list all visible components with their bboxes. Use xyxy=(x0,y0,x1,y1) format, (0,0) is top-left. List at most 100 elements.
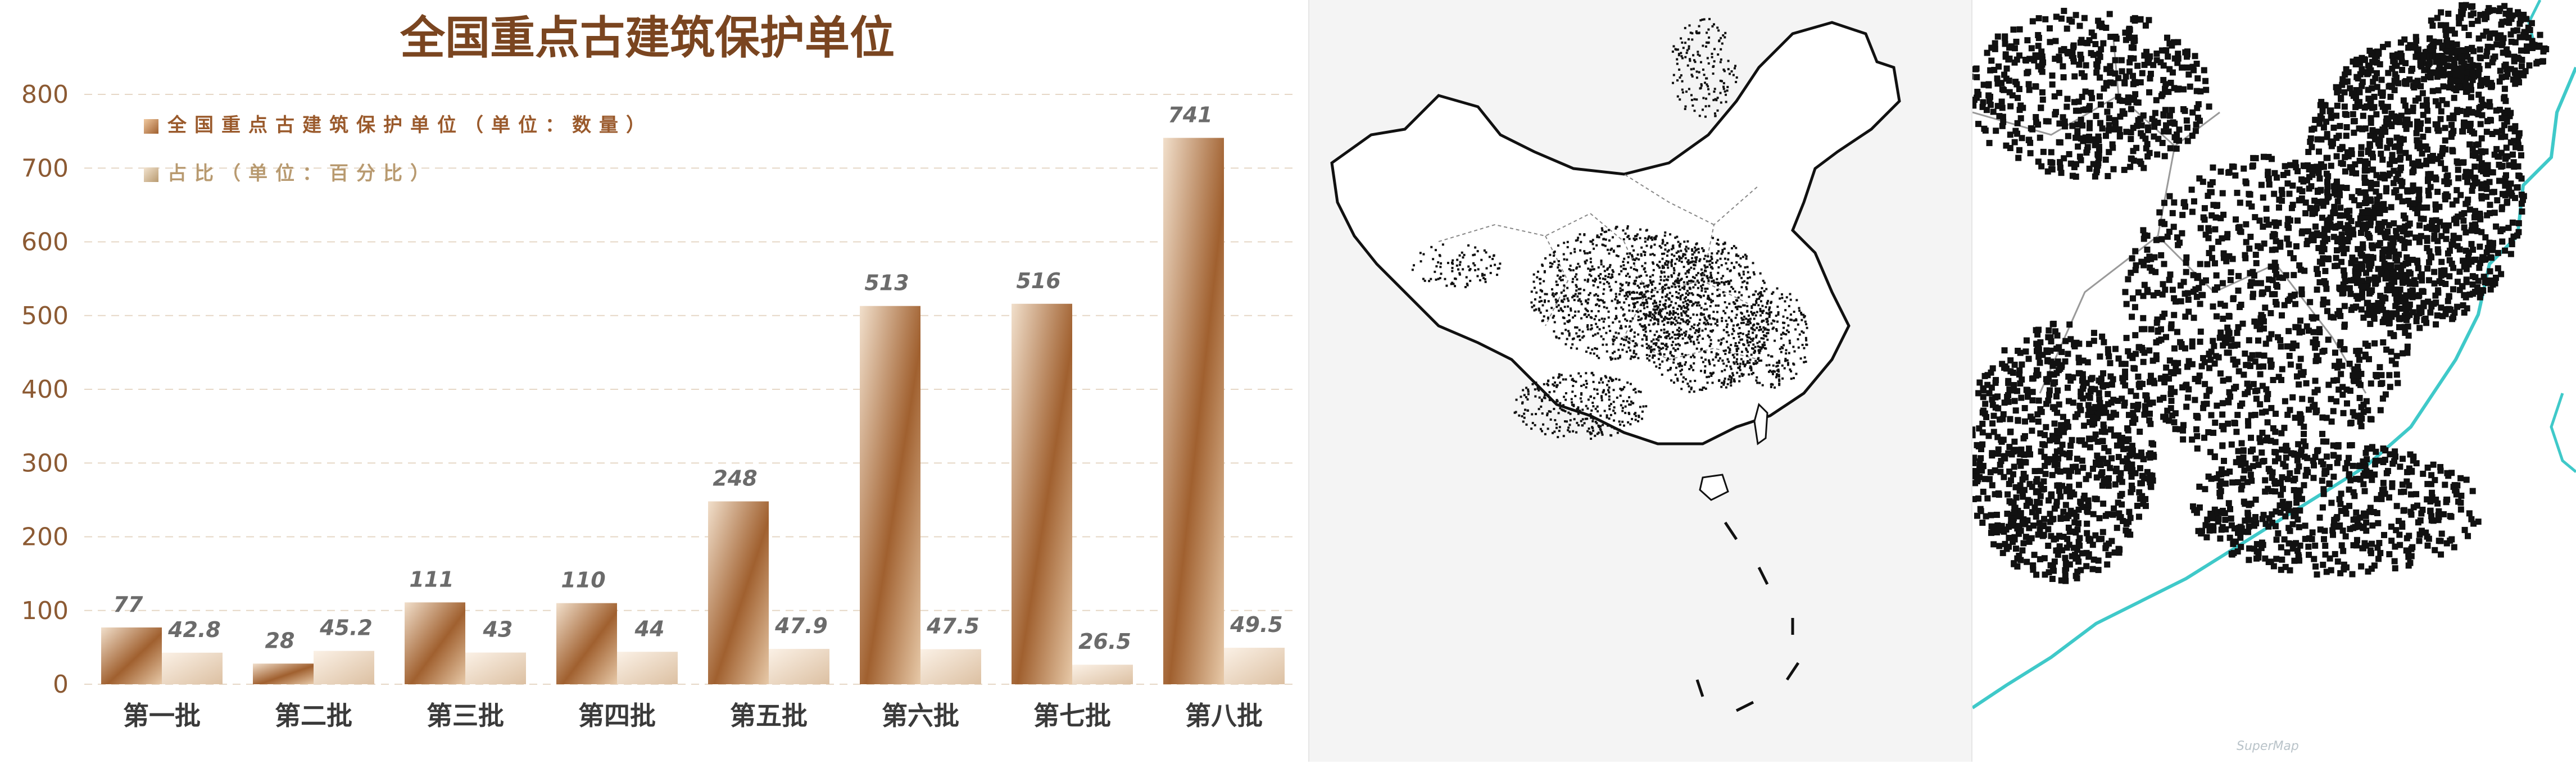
site-dot xyxy=(2024,503,2030,509)
site-dot xyxy=(1689,380,1691,383)
site-dot xyxy=(2002,41,2008,47)
site-dot xyxy=(2022,405,2028,411)
site-dot xyxy=(1716,321,1718,323)
site-dot xyxy=(1755,302,1757,304)
site-dot xyxy=(1671,265,1673,267)
site-dot xyxy=(1617,255,1620,257)
site-dot xyxy=(1598,305,1600,307)
site-dot xyxy=(1594,435,1596,437)
site-dot xyxy=(1586,407,1589,410)
site-dot xyxy=(1608,386,1611,389)
site-dot xyxy=(1707,57,1709,59)
site-dot xyxy=(1539,301,1541,303)
site-dot xyxy=(1685,300,1687,302)
site-dot xyxy=(1635,276,1638,279)
site-dot xyxy=(2026,81,2032,87)
site-dot xyxy=(1714,88,1716,90)
site-dot xyxy=(2037,360,2043,366)
site-dot xyxy=(1564,378,1567,380)
site-dot xyxy=(1606,415,1608,417)
site-dot xyxy=(2002,347,2008,353)
site-dot xyxy=(1988,370,1994,376)
site-dot xyxy=(1675,279,1677,281)
site-dot xyxy=(1638,415,1640,417)
site-dot xyxy=(2049,516,2055,522)
site-dot xyxy=(1760,337,1762,339)
site-dot xyxy=(2196,101,2202,107)
site-dot xyxy=(1598,357,1600,359)
site-dot xyxy=(1635,238,1638,240)
site-dot xyxy=(1707,280,1709,283)
site-dot xyxy=(2386,138,2392,144)
site-dot xyxy=(2194,75,2201,81)
site-dot xyxy=(1712,65,1715,67)
site-dot xyxy=(1559,270,1562,272)
site-dot xyxy=(1630,266,1632,269)
site-dot xyxy=(2063,467,2069,474)
site-dot xyxy=(1627,235,1630,237)
site-dot xyxy=(1675,344,1677,346)
site-dot xyxy=(1644,324,1646,326)
site-dot xyxy=(1677,333,1680,335)
site-dot xyxy=(1649,311,1651,313)
site-dot xyxy=(1558,304,1560,306)
site-dot xyxy=(1706,260,1708,262)
site-dot xyxy=(2318,102,2324,108)
site-dot xyxy=(1662,289,1664,292)
site-dot xyxy=(2429,217,2436,224)
site-dot xyxy=(1646,357,1648,360)
site-dot xyxy=(2037,556,2043,562)
site-dot xyxy=(2397,226,2403,232)
site-dot xyxy=(1588,294,1590,296)
site-dot xyxy=(1686,383,1689,385)
site-dot xyxy=(2410,309,2416,315)
site-dot xyxy=(2359,66,2365,72)
site-dot xyxy=(1662,304,1665,306)
site-dot xyxy=(2402,80,2408,87)
site-dot xyxy=(2112,118,2118,124)
site-dot xyxy=(1693,267,1695,270)
site-dot xyxy=(1648,284,1650,286)
site-dot xyxy=(2112,34,2119,40)
site-dot xyxy=(2392,289,2398,295)
site-dot xyxy=(1578,335,1580,337)
site-dot xyxy=(1987,390,1993,396)
site-dot xyxy=(2046,328,2052,334)
site-dot xyxy=(1744,363,1747,366)
site-dot xyxy=(1551,263,1553,265)
site-dot xyxy=(1683,281,1685,284)
site-dot xyxy=(1701,247,1703,249)
site-dot xyxy=(1663,317,1665,320)
site-dot xyxy=(1793,377,1795,379)
site-dot xyxy=(1537,386,1539,389)
site-dot xyxy=(1632,340,1634,342)
site-dot xyxy=(1639,319,1641,321)
site-dot xyxy=(1689,338,1691,340)
site-dot xyxy=(1440,262,1442,265)
site-dot xyxy=(1522,421,1525,423)
site-dot xyxy=(1613,428,1616,430)
site-dot xyxy=(1677,348,1679,350)
site-dot xyxy=(1620,270,1622,272)
site-dot xyxy=(1619,327,1621,329)
site-dot xyxy=(1622,400,1625,402)
site-dot xyxy=(1625,339,1627,341)
site-dot xyxy=(2424,204,2430,211)
site-dot xyxy=(1700,273,1702,275)
site-dot xyxy=(1683,356,1685,358)
site-dot xyxy=(1727,60,1730,62)
site-dot xyxy=(1643,293,1645,295)
site-dot xyxy=(1772,365,1775,367)
site-dot xyxy=(1567,241,1569,243)
site-dot xyxy=(1490,265,1492,267)
site-dot xyxy=(1638,258,1640,261)
site-dot xyxy=(2096,557,2102,563)
site-dot xyxy=(1803,361,1805,363)
site-dot xyxy=(1749,358,1752,361)
site-dot xyxy=(1709,363,1711,365)
value-label-percent: 47.9 xyxy=(774,613,828,638)
zoomed-map: SuperMap xyxy=(1972,0,2576,762)
site-dot xyxy=(1632,249,1635,252)
site-dot xyxy=(1464,286,1467,288)
site-dot xyxy=(1567,321,1570,323)
